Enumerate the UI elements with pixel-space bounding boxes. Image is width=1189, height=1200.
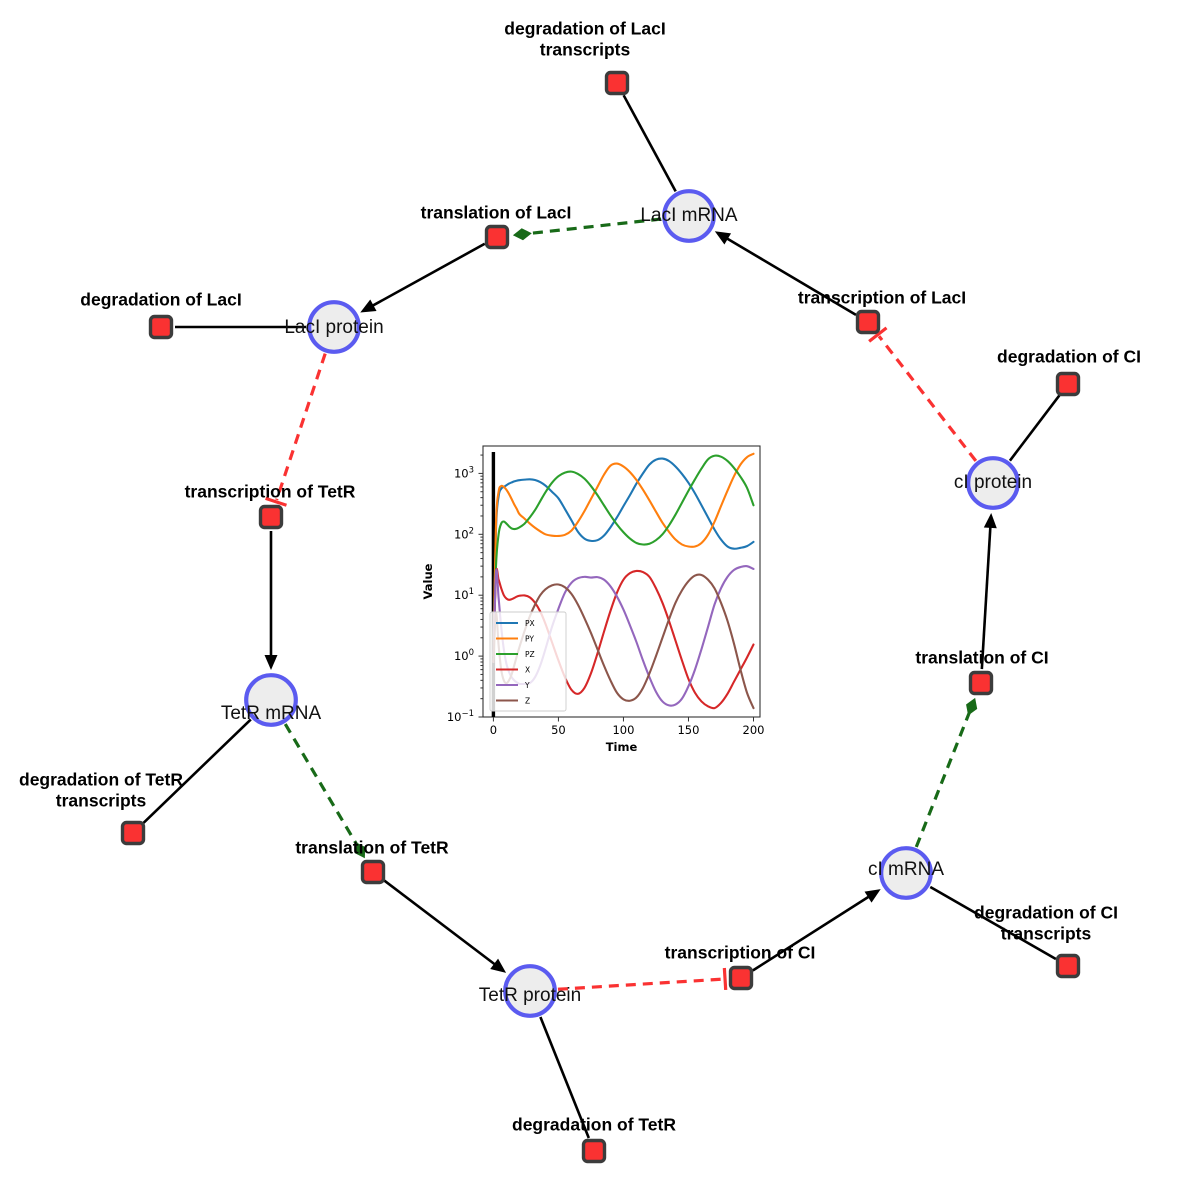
- edge-product: [264, 531, 278, 670]
- reaction-node-translation_laci[interactable]: [484, 224, 510, 250]
- edge-activator: [914, 697, 978, 848]
- legend-label-PX: PX: [525, 619, 535, 628]
- reaction-label-deg_laci: degradation of LacI: [80, 289, 242, 310]
- arrowhead-triangle: [714, 231, 732, 245]
- legend-label-X: X: [525, 666, 530, 675]
- chart-series-PX: [492, 457, 755, 658]
- edge-activator: [283, 723, 366, 859]
- reaction-label-deg_ci_transcripts: degradation of CI transcripts: [974, 902, 1118, 944]
- node-group: [120, 70, 1081, 1164]
- arrowhead-triangle: [264, 655, 278, 670]
- reaction-label-transcription_laci: transcription of LacI: [797, 287, 967, 308]
- species-node-tetr_protein[interactable]: [503, 964, 557, 1018]
- reaction-node-deg_laci_transcripts[interactable]: [604, 70, 630, 96]
- edge-activator: [512, 217, 662, 241]
- chart-xtick-label: 100: [612, 723, 634, 737]
- edge-product: [752, 889, 881, 972]
- reaction-node-deg_tetr[interactable]: [581, 1138, 607, 1164]
- reaction-label-translation_laci: translation of LacI: [420, 202, 572, 223]
- chart-legend: PX PY PZ XYZ: [489, 611, 567, 712]
- species-node-ci_protein[interactable]: [966, 456, 1020, 510]
- chart-ytick-label: 102: [454, 526, 474, 541]
- reaction-node-deg_ci[interactable]: [1055, 371, 1081, 397]
- timeseries-inset-plot: 10−1 100 101 102 103 0 50 100 150 200 Time Value PX P…: [410, 420, 780, 770]
- reaction-node-transcription_ci[interactable]: [728, 965, 754, 991]
- legend-label-Y: Y: [524, 681, 530, 690]
- arrowhead-triangle: [864, 889, 881, 903]
- reaction-node-transcription_tetr[interactable]: [258, 504, 284, 530]
- reaction-label-deg_laci_transcripts: degradation of LacI transcripts: [504, 18, 666, 60]
- arrowhead-diamond: [512, 228, 532, 241]
- reaction-label-transcription_ci: transcription of CI: [664, 942, 816, 963]
- reaction-label-deg_tetr: degradation of TetR: [512, 1114, 676, 1135]
- chart-xtick-label: 150: [677, 723, 699, 737]
- edge-inhibitor: [557, 967, 728, 991]
- edge-product: [980, 512, 997, 670]
- edge-substrate: [929, 885, 1057, 961]
- reaction-node-transcription_laci[interactable]: [855, 309, 881, 335]
- species-node-laci_mrna[interactable]: [662, 189, 716, 243]
- reaction-node-deg_tetr_transcripts[interactable]: [120, 820, 146, 846]
- arrowhead-triangle: [360, 299, 377, 313]
- chart-xtick-label: 50: [551, 723, 566, 737]
- species-node-ci_mrna[interactable]: [879, 846, 933, 900]
- arrowhead-diamond: [966, 697, 978, 716]
- reaction-label-translation_ci: translation of CI: [915, 647, 1049, 668]
- edge-substrate: [1008, 394, 1061, 462]
- legend-label-PZ: PZ: [525, 650, 535, 659]
- legend-label-PY: PY: [525, 635, 534, 644]
- reaction-label-deg_ci: degradation of CI: [997, 346, 1141, 367]
- arrowhead-tee: [868, 326, 888, 343]
- edge-substrate: [142, 718, 252, 825]
- arrowhead-diamond: [354, 841, 366, 859]
- arrowhead-triangle: [983, 512, 997, 529]
- reaction-node-deg_laci[interactable]: [148, 314, 174, 340]
- chart-xlabel: Time: [606, 740, 638, 754]
- chart-ylabel: Value: [421, 563, 435, 599]
- chart-series-PY: [492, 452, 755, 658]
- edge-inhibitor: [868, 326, 978, 462]
- species-node-tetr_mrna[interactable]: [244, 673, 298, 727]
- chart-series-PZ: [492, 454, 755, 658]
- chart-xtick-label: 200: [743, 723, 765, 737]
- edge-substrate: [622, 94, 677, 192]
- edge-product: [360, 242, 486, 313]
- edge-group: [142, 94, 1061, 1139]
- chart-ticks: [478, 454, 754, 722]
- chart-ytick-label: 101: [454, 587, 474, 602]
- arrowhead-triangle: [490, 958, 507, 973]
- edge-product: [383, 879, 507, 973]
- arrowhead-tee: [722, 967, 728, 991]
- chart-ytick-label: 100: [454, 648, 474, 663]
- edge-product: [714, 231, 857, 316]
- reaction-node-translation_ci[interactable]: [968, 670, 994, 696]
- reaction-node-deg_ci_transcripts[interactable]: [1055, 953, 1081, 979]
- chart-ytick-label: 103: [454, 465, 474, 480]
- legend-label-Z: Z: [525, 697, 530, 706]
- reaction-label-transcription_tetr: transcription of TetR: [184, 481, 356, 502]
- chart-xtick-label: 0: [490, 723, 497, 737]
- chart-ytick-label: 10−1: [447, 709, 474, 724]
- chart-series-X: [492, 568, 755, 710]
- reaction-node-translation_tetr[interactable]: [360, 859, 386, 885]
- reaction-label-translation_tetr: translation of TetR: [295, 837, 449, 858]
- species-node-laci_protein[interactable]: [307, 300, 361, 354]
- arrowhead-tee: [265, 496, 287, 507]
- reaction-label-deg_tetr_transcripts: degradation of TetR transcripts: [19, 769, 183, 811]
- edge-inhibitor: [265, 353, 327, 507]
- edge-substrate: [539, 1016, 591, 1139]
